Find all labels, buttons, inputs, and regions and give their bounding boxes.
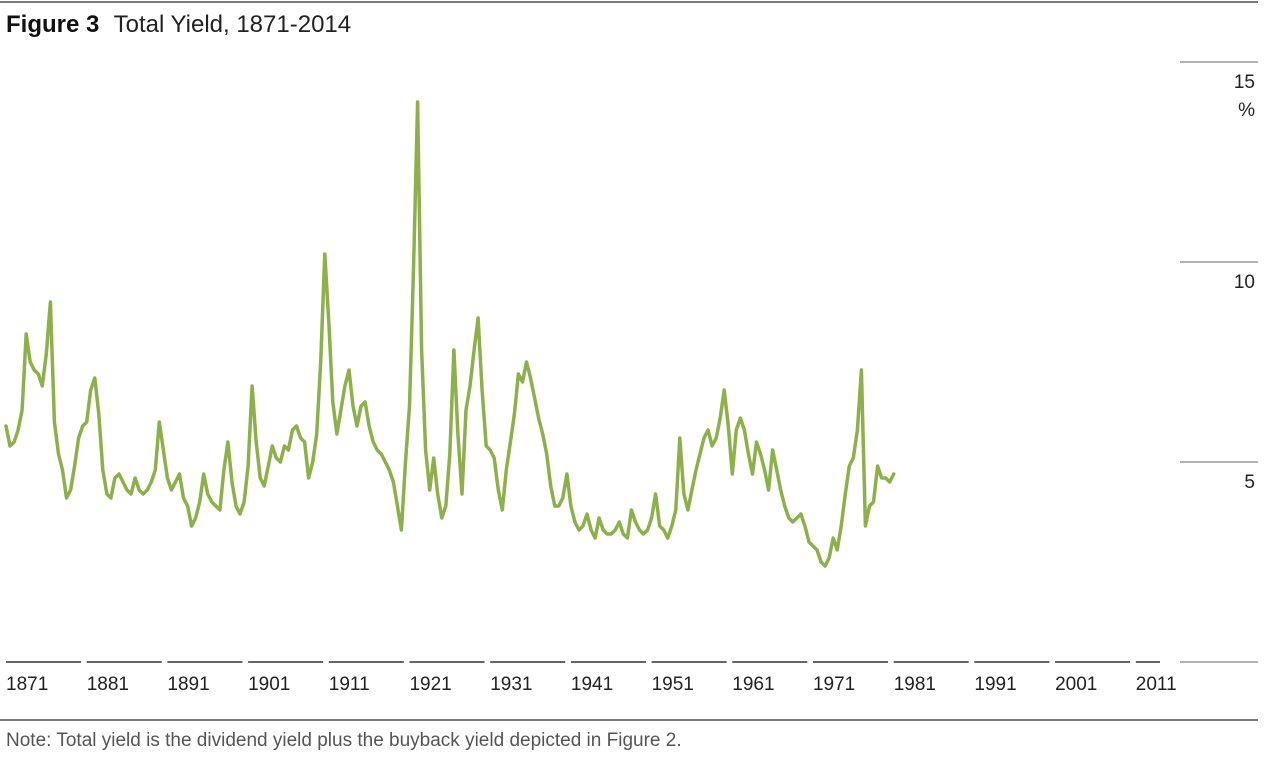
x-tick-label-1951: 1951 [652, 674, 694, 695]
x-tick-label-1961: 1961 [732, 674, 774, 695]
x-tick-label-1921: 1921 [409, 674, 451, 695]
y-tick-label-5: 5 [1244, 472, 1255, 493]
x-tick-label-2001: 2001 [1055, 674, 1097, 695]
y-tick-label-15: 15 [1234, 72, 1255, 93]
chart-title: Total Yield, 1871-2014 [113, 11, 352, 38]
x-tick-label-1971: 1971 [813, 674, 855, 695]
x-tick-label-1871: 1871 [6, 674, 48, 695]
x-tick-label-1931: 1931 [490, 674, 532, 695]
x-tick-label-1981: 1981 [894, 674, 936, 695]
x-tick-label-1911: 1911 [329, 674, 370, 695]
top-rule [0, 1, 1258, 3]
x-tick-label-1901: 1901 [248, 674, 290, 695]
x-tick-label-1941: 1941 [571, 674, 613, 695]
chart-note: Note: Total yield is the dividend yield … [6, 730, 682, 751]
x-tick-label-1991: 1991 [974, 674, 1016, 695]
y-tick-label-10: 10 [1234, 272, 1255, 293]
line-chart: 5 10 15% 1871 1881 1891 1901 1911 1921 1931 1941 19… [4, 61, 1258, 695]
figure-label: Figure 3 [6, 11, 100, 38]
x-tick-label-2011: 2011 [1136, 674, 1177, 695]
series-line-0 [4, 100, 896, 568]
bottom-rule [0, 719, 1258, 721]
chart-header: Figure 3 Total Yield, 1871-2014 [6, 10, 351, 40]
x-tick-label-1891: 1891 [167, 674, 209, 695]
x-tick-label-1881: 1881 [87, 674, 129, 695]
y-unit-label: % [1238, 100, 1255, 121]
